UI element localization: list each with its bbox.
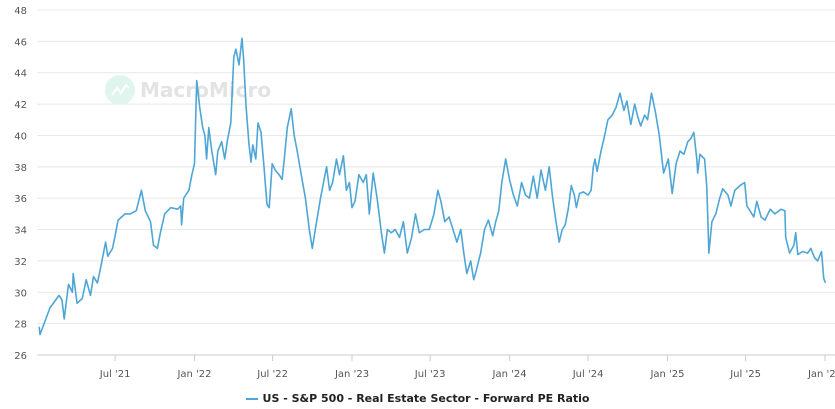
x-tick-label: Jan '25 <box>649 369 684 380</box>
x-tick-label: Jul '21 <box>99 369 131 380</box>
watermark-logo: MacroMicro <box>105 75 271 105</box>
y-tick-label: 48 <box>14 6 27 17</box>
y-tick-label: 42 <box>14 100 27 111</box>
y-axis: 26 28 30 32 34 36 38 40 42 44 46 48 <box>14 6 27 362</box>
y-tick-label: 26 <box>14 351 27 362</box>
y-tick-label: 28 <box>14 320 27 331</box>
y-tick-label: 40 <box>14 131 27 142</box>
watermark-text: MacroMicro <box>140 78 271 102</box>
x-tick-label: Jan '26 <box>807 369 835 380</box>
y-tick-label: 44 <box>14 69 27 80</box>
x-tick-label: Jul '24 <box>572 369 604 380</box>
legend[interactable]: US - S&P 500 - Real Estate Sector - Forw… <box>0 392 835 405</box>
legend-line-icon <box>245 398 258 400</box>
y-tick-label: 34 <box>14 226 27 237</box>
y-tick-label: 46 <box>14 37 27 48</box>
x-tick-label: Jul '23 <box>414 369 446 380</box>
y-tick-label: 32 <box>14 257 27 268</box>
y-tick-label: 36 <box>14 194 27 205</box>
x-tick-label: Jan '23 <box>334 369 369 380</box>
x-axis: Jul '21 Jan '22 Jul '22 Jan '23 Jul '23 Jan '… <box>99 355 835 380</box>
macromicro-logo-icon <box>105 75 135 105</box>
x-tick-label: Jan '24 <box>492 369 527 380</box>
y-tick-label: 30 <box>14 288 27 299</box>
x-tick-label: Jan '22 <box>176 369 211 380</box>
legend-label: US - S&P 500 - Real Estate Sector - Forw… <box>262 392 590 405</box>
y-tick-label: 38 <box>14 163 27 174</box>
gridlines <box>37 9 835 356</box>
x-tick-label: Jul '25 <box>729 369 761 380</box>
x-tick-label: Jul '22 <box>256 369 288 380</box>
series-line <box>38 37 827 336</box>
